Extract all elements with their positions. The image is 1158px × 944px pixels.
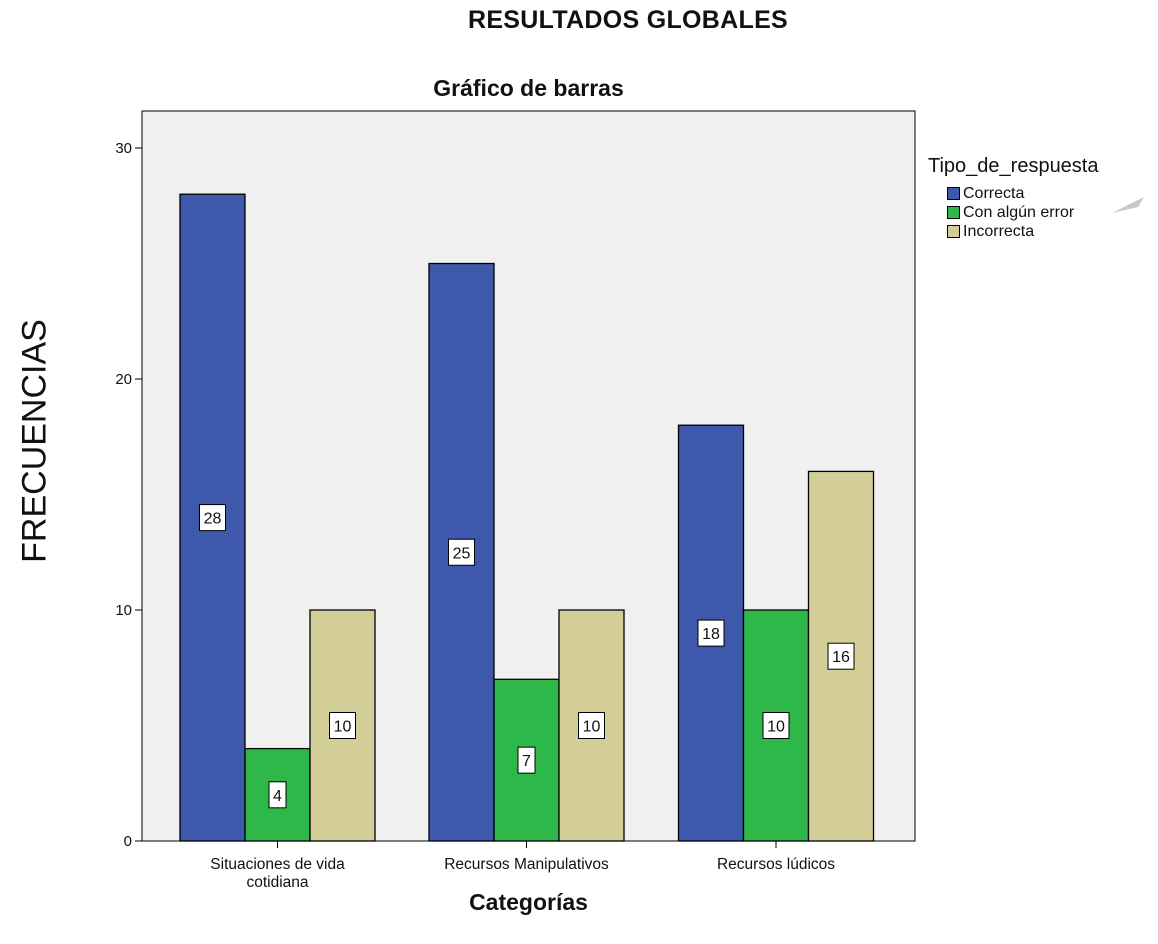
data-label-box [268, 781, 287, 809]
legend-swatch-incorrecta [947, 225, 960, 238]
data-label: 28 [204, 511, 222, 528]
y-tick-label: 0 [124, 833, 132, 850]
legend-item-con-algun-error: Con algún error [947, 203, 1099, 222]
x-axis-label: Categorías [469, 889, 588, 915]
legend-title: Tipo_de_respuesta [928, 155, 1099, 177]
legend-item-correcta: Correcta [947, 184, 1099, 203]
legend-swatch-correcta [947, 187, 960, 200]
x-tick-label: cotidiana [246, 874, 308, 891]
data-label: 4 [273, 788, 282, 805]
data-label: 18 [702, 626, 720, 643]
legend: Tipo_de_respuesta Correcta Con algún err… [928, 155, 1099, 241]
data-label-box [697, 619, 725, 647]
data-label-box [448, 538, 475, 566]
data-label: 25 [453, 545, 471, 562]
x-tick-label: Situaciones de vida [210, 856, 345, 873]
data-label: 10 [334, 719, 352, 736]
y-tick-label: 30 [115, 140, 132, 157]
data-label-box [329, 712, 356, 739]
data-label-box [199, 504, 226, 532]
page-title: RESULTADOS GLOBALES [467, 6, 789, 34]
resize-corner-icon [1112, 197, 1144, 213]
legend-swatch-con-algun-error [947, 206, 960, 219]
y-tick-label: 20 [115, 371, 132, 388]
x-tick-label: Recursos lúdicos [717, 856, 835, 873]
chart-title: Gráfico de barras [433, 75, 624, 101]
data-label: 10 [583, 719, 601, 736]
y-tick-label: 10 [115, 602, 132, 619]
data-label: 7 [522, 753, 531, 770]
legend-item-incorrecta: Incorrecta [947, 222, 1099, 241]
data-label-box [517, 746, 536, 774]
x-tick-label: Recursos Manipulativos [444, 856, 609, 873]
data-label-box [762, 712, 790, 739]
data-label-box [578, 712, 605, 739]
legend-label-incorrecta: Incorrecta [963, 222, 1035, 240]
legend-label-con-algun-error: Con algún error [963, 203, 1075, 221]
data-label-box [827, 642, 855, 670]
legend-label-correcta: Correcta [963, 184, 1025, 202]
data-label: 16 [832, 649, 850, 666]
data-label: 10 [767, 719, 785, 736]
